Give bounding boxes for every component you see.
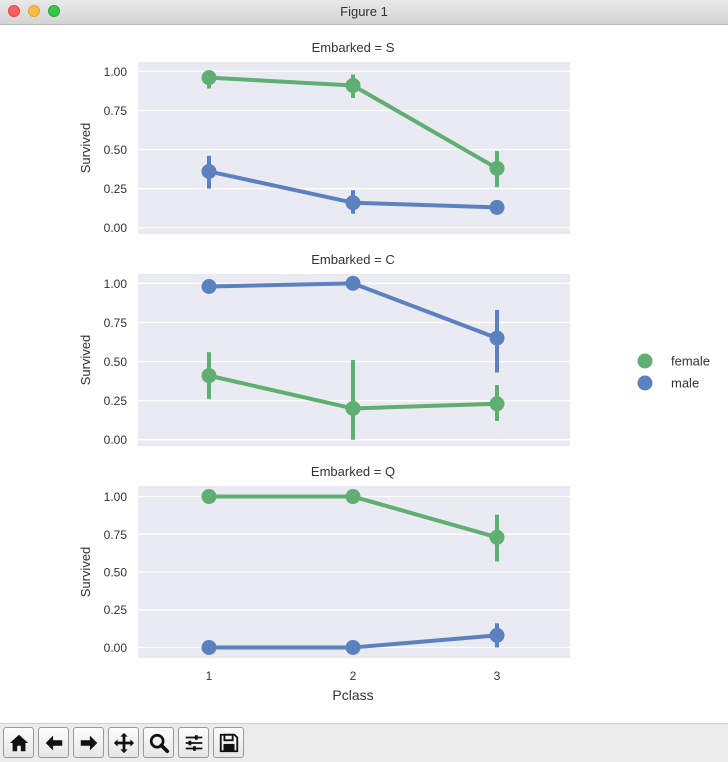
y-tick-label: 0.75 — [104, 104, 128, 118]
y-tick-label: 0.25 — [104, 182, 128, 196]
save-icon — [219, 733, 238, 752]
back-arrow-icon — [45, 735, 62, 750]
point-male — [345, 195, 361, 211]
point-male — [489, 627, 505, 643]
panel-title: Embarked = C — [311, 252, 394, 267]
window-title: Figure 1 — [340, 4, 388, 19]
y-tick-label: 0.00 — [104, 221, 128, 235]
forward-arrow-icon — [80, 735, 97, 750]
title-bar: Figure 1 — [0, 0, 728, 25]
x-tick-label: 2 — [350, 669, 357, 683]
pan-icon — [113, 732, 134, 753]
panel-title: Embarked = S — [312, 40, 395, 55]
y-tick-label: 0.75 — [104, 316, 128, 330]
point-female — [489, 160, 505, 176]
point-female — [345, 489, 361, 505]
point-male — [489, 199, 505, 215]
home-button[interactable] — [3, 727, 34, 758]
legend-marker-male — [637, 375, 653, 391]
legend-marker-female — [637, 353, 653, 369]
navigation-toolbar — [0, 723, 728, 762]
zoom-icon — [149, 733, 169, 753]
point-female — [201, 489, 217, 505]
y-tick-label: 1.00 — [104, 65, 128, 79]
panel-title: Embarked = Q — [311, 464, 395, 479]
y-tick-label: 0.25 — [104, 603, 128, 617]
point-male — [345, 639, 361, 655]
minimize-window-button[interactable] — [28, 5, 40, 17]
y-tick-label: 0.50 — [104, 355, 128, 369]
y-axis-label: Survived — [78, 547, 93, 598]
save-button[interactable] — [213, 727, 244, 758]
y-tick-label: 0.50 — [104, 143, 128, 157]
point-male — [201, 639, 217, 655]
back-button[interactable] — [38, 727, 69, 758]
y-tick-label: 0.50 — [104, 566, 128, 580]
x-tick-label: 1 — [206, 669, 213, 683]
y-tick-label: 0.75 — [104, 528, 128, 542]
figure-canvas: 0.00 0.25 0.50 0.75 1.00 Embarked = S Survived… — [0, 25, 728, 723]
legend-label-female: female — [671, 354, 710, 369]
pan-button[interactable] — [108, 727, 139, 758]
y-tick-label: 1.00 — [104, 277, 128, 291]
zoom-button[interactable] — [143, 727, 174, 758]
y-tick-label: 0.00 — [104, 433, 128, 447]
y-tick-label: 0.25 — [104, 394, 128, 408]
point-male — [489, 330, 505, 346]
configure-subplots-icon — [185, 734, 202, 751]
y-tick-label: 1.00 — [104, 490, 128, 504]
maximize-window-button[interactable] — [48, 5, 60, 17]
y-tick-label: 0.00 — [104, 641, 128, 655]
y-axis-label: Survived — [78, 335, 93, 386]
home-icon — [9, 734, 28, 751]
point-male — [345, 275, 361, 291]
x-axis-label: Pclass — [332, 687, 373, 703]
point-female — [489, 529, 505, 545]
point-female — [345, 400, 361, 416]
point-female — [345, 77, 361, 93]
close-window-button[interactable] — [8, 5, 20, 17]
forward-button[interactable] — [73, 727, 104, 758]
point-female — [489, 396, 505, 412]
point-female — [201, 70, 217, 86]
point-male — [201, 163, 217, 179]
point-male — [201, 279, 217, 295]
x-tick-label: 3 — [494, 669, 501, 683]
chart-svg: 0.00 0.25 0.50 0.75 1.00 Embarked = S Survived… — [78, 40, 710, 703]
legend-label-male: male — [671, 376, 699, 391]
configure-subplots-button[interactable] — [178, 727, 209, 758]
point-female — [201, 368, 217, 384]
y-axis-label: Survived — [78, 123, 93, 174]
